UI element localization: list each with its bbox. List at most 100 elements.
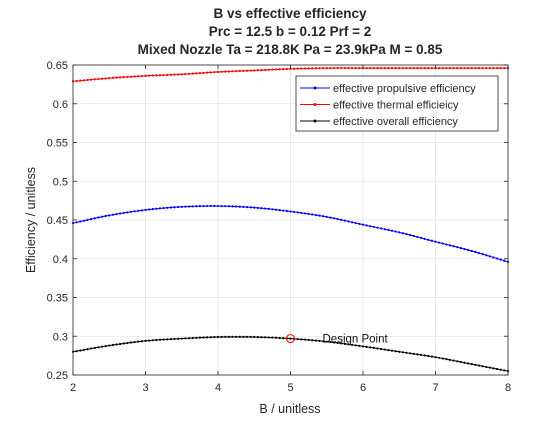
series-1-point <box>499 67 502 70</box>
series-0-point <box>318 214 321 217</box>
series-2-point <box>387 349 390 352</box>
series-1-point <box>492 67 495 70</box>
series-0-point <box>445 243 448 246</box>
series-1-point <box>358 67 361 70</box>
series-0-point <box>365 224 368 227</box>
series-0-point <box>423 237 426 240</box>
series-0-point <box>93 217 96 220</box>
series-1-point <box>481 67 484 70</box>
series-1-point <box>459 67 462 70</box>
series-1-point <box>336 66 339 70</box>
series-2-point <box>242 335 245 338</box>
series-1-point <box>307 67 310 70</box>
series-2-point <box>496 367 499 371</box>
series-1-point <box>148 74 151 77</box>
series-2-point <box>503 369 506 372</box>
series-1-point <box>409 67 412 70</box>
series-1-point <box>314 67 317 70</box>
series-2-point <box>166 338 169 341</box>
series-2-point <box>245 335 249 338</box>
chart-subtitle-1: Prc = 12.5 b = 0.12 Prf = 2 <box>209 24 371 39</box>
y-tick-label: 0.4 <box>53 254 68 266</box>
series-0-point <box>347 220 350 223</box>
legend-swatch-marker <box>313 86 317 90</box>
series-2-point <box>322 340 325 343</box>
series-0-point <box>180 205 183 208</box>
series-1-point <box>419 67 423 70</box>
series-2-point <box>311 339 314 342</box>
series-2-point <box>104 345 107 348</box>
series-2-point <box>314 339 317 342</box>
series-2-point <box>332 341 336 344</box>
series-2-point <box>474 363 477 366</box>
series-0-point <box>253 206 256 209</box>
series-0-point <box>213 204 216 208</box>
series-0-point <box>340 218 343 221</box>
series-0-point <box>122 211 125 214</box>
series-1-point <box>463 67 466 70</box>
series-0-point <box>111 213 114 216</box>
series-2-point <box>155 338 158 342</box>
series-1-point <box>390 67 394 70</box>
series-2-point <box>303 338 307 341</box>
y-tick-label: 0.45 <box>47 215 68 227</box>
series-0-point <box>488 255 491 258</box>
series-0-point <box>256 206 259 209</box>
series-0-point <box>231 205 234 208</box>
series-0-point <box>282 209 285 212</box>
series-2-point <box>140 340 143 343</box>
series-0-point <box>416 235 419 239</box>
series-2-point <box>492 367 495 370</box>
series-1-point <box>354 66 357 70</box>
series-2-point <box>423 354 426 357</box>
series-2-point <box>137 340 140 343</box>
series-2-point <box>191 336 194 340</box>
series-0-point <box>380 227 383 230</box>
design-point-marker <box>286 334 295 344</box>
series-2-point <box>82 348 85 351</box>
series-1-point <box>86 78 89 82</box>
series-2-point <box>343 342 346 345</box>
series-1-point <box>115 76 118 79</box>
series-0-point <box>238 205 241 208</box>
series-0-point <box>329 216 332 219</box>
series-2-point <box>376 347 379 350</box>
series-0-point <box>372 225 375 229</box>
series-2-point <box>267 336 270 339</box>
series-1-point <box>158 74 162 77</box>
series-1-point <box>412 67 415 70</box>
series-2-point <box>448 358 452 361</box>
series-1-point <box>496 67 499 70</box>
series-0-point <box>430 239 433 242</box>
series-0-point <box>481 253 484 256</box>
series-0-point <box>343 219 346 222</box>
series-1-point <box>137 75 140 78</box>
series-2-point <box>202 336 205 339</box>
series-2-point <box>158 338 162 341</box>
series-2-point <box>216 335 220 339</box>
series-2-point <box>224 335 227 338</box>
series-2-point <box>470 363 473 366</box>
series-1-point <box>303 67 307 70</box>
series-1-point <box>282 68 285 71</box>
series-1-point <box>394 67 397 70</box>
series-2-point <box>456 360 459 363</box>
series-2-point <box>206 336 209 339</box>
series-1-point <box>448 67 452 70</box>
series-1-point <box>140 74 143 78</box>
series-1-point <box>216 70 220 74</box>
series-0-point <box>474 250 477 254</box>
series-2-point <box>282 337 285 340</box>
series-0-point <box>307 212 310 216</box>
series-2-point <box>351 343 354 346</box>
series-0-point <box>119 212 122 215</box>
series-1-point <box>104 77 107 80</box>
series-2-point <box>86 348 89 351</box>
series-0-point <box>184 205 187 208</box>
series-0-point <box>155 207 158 210</box>
series-1-point <box>151 74 154 77</box>
series-2-point <box>347 343 350 346</box>
series-0-point <box>296 211 299 214</box>
series-2-point <box>412 352 415 355</box>
series-0-point <box>401 232 404 235</box>
